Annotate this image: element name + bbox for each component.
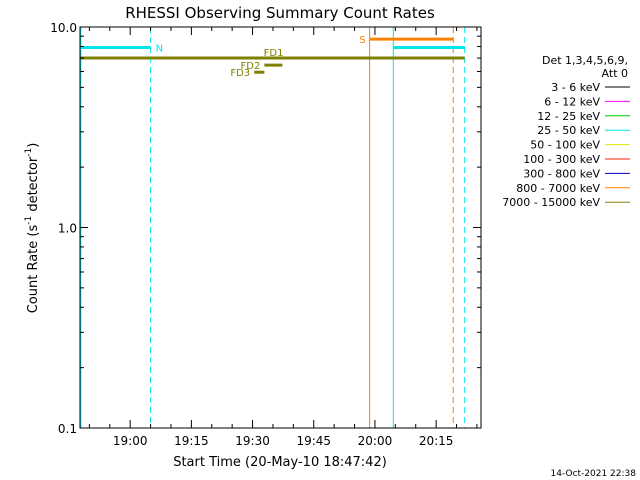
flag-label-n: N (156, 44, 163, 55)
x-axis-label: Start Time (20-May-10 18:47:42) (173, 455, 387, 470)
legend-entry-label: 3 - 6 keV (551, 81, 600, 94)
chart-title: RHESSI Observing Summary Count Rates (125, 4, 435, 22)
legend-entry-label: 100 - 300 keV (523, 153, 600, 166)
plot-frame (79, 26, 482, 429)
legend-header-line-1: Det 1,3,4,5,6,9, (542, 54, 628, 67)
legend-entry: 800 - 7000 keV (516, 182, 630, 195)
x-tick-label: 19:00 (113, 434, 148, 448)
legend-entry: 50 - 100 keV (530, 139, 630, 152)
x-tick-label: 19:15 (174, 434, 209, 448)
legend-entry-label: 25 - 50 keV (537, 124, 600, 137)
y-axis-label-end: ) (26, 143, 41, 148)
legend-entry-label: 300 - 800 keV (523, 167, 600, 180)
y-axis-label-mid: detector (26, 156, 41, 216)
legend-header-line-2: Att 0 (602, 67, 628, 80)
legend-entry-label: 50 - 100 keV (530, 139, 600, 152)
y-tick-label: 10.0 (50, 21, 77, 35)
flag-label-fd3: FD3 (230, 68, 250, 79)
x-axis-ticks: 19:00 19:15 19:30 19:45 20:00 20:15 (88, 27, 478, 448)
x-tick-label: 19:45 (296, 434, 331, 448)
y-axis-label-sup2: -1 (24, 148, 34, 157)
axes (79, 26, 482, 429)
flag-label-s: S (359, 35, 365, 46)
legend-entry: 3 - 6 keV (551, 81, 630, 94)
y-tick-label: 0.1 (58, 422, 77, 436)
x-tick-label: 20:00 (358, 434, 393, 448)
y-axis-ticks: 0.1 1.0 10.0 (50, 21, 481, 436)
legend-entry-label: 800 - 7000 keV (516, 182, 600, 195)
legend-entry-label: 12 - 25 keV (537, 110, 600, 123)
flag-label-fd1: FD1 (264, 48, 284, 59)
y-tick-label: 1.0 (58, 222, 77, 236)
legend-entry: 300 - 800 keV (523, 167, 630, 180)
legend-entry: 25 - 50 keV (537, 124, 630, 137)
y-axis-label: Count Rate (s-1 detector-1) (24, 143, 41, 314)
y-axis-label-sup1: -1 (24, 216, 34, 225)
flag-label-fd2: FD2 (241, 61, 261, 72)
legend-entry-label: 6 - 12 keV (544, 95, 600, 108)
x-tick-label: 20:15 (419, 434, 454, 448)
x-tick-label: 19:30 (235, 434, 270, 448)
legend-entry: 7000 - 15000 keV (502, 196, 630, 209)
legend-entry-label: 7000 - 15000 keV (502, 196, 600, 209)
legend-entry: 6 - 12 keV (544, 95, 630, 108)
legend-entry: 12 - 25 keV (537, 110, 630, 123)
legend-entry: 100 - 300 keV (523, 153, 630, 166)
y-axis-label-main: Count Rate (s (26, 225, 41, 314)
date-stamp: 14-Oct-2021 22:38 (551, 469, 637, 479)
